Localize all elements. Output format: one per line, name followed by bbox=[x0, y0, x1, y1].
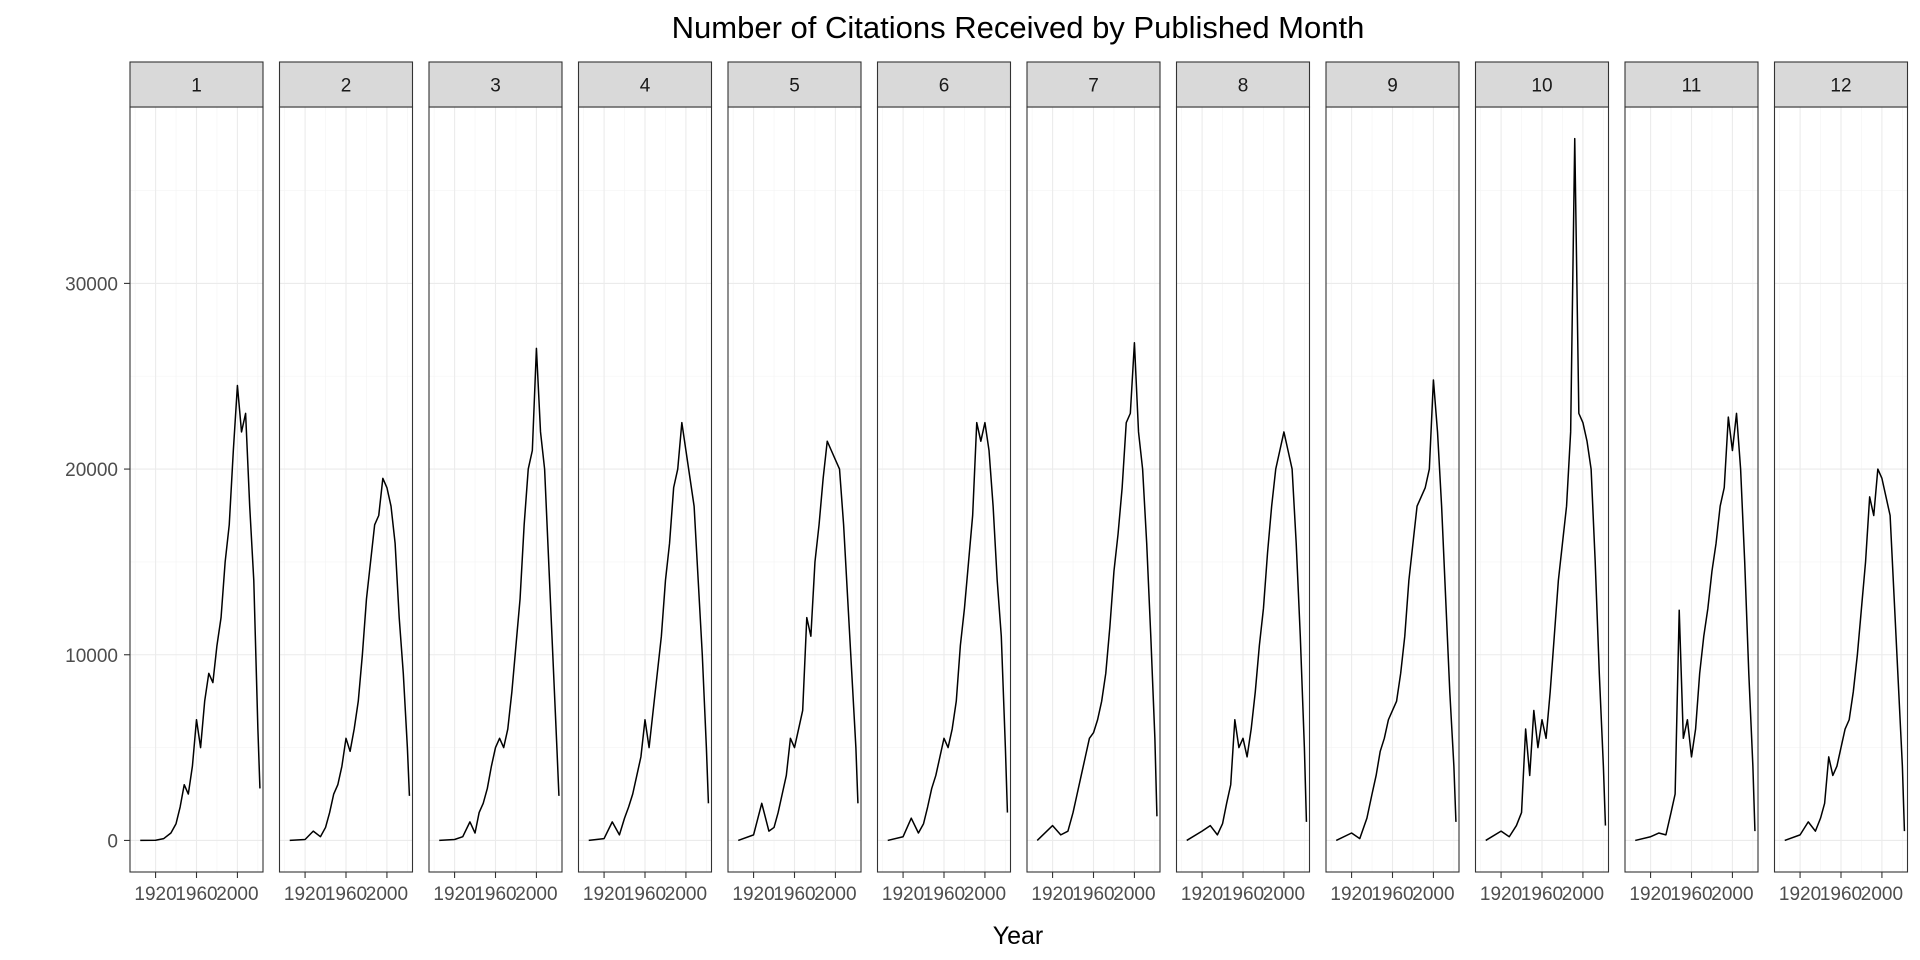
x-tick-label: 1920 bbox=[1031, 884, 1073, 905]
y-tick-label: 10000 bbox=[65, 646, 118, 667]
x-tick-label: 2000 bbox=[1113, 884, 1155, 905]
facet-strip-label: 12 bbox=[1830, 76, 1851, 97]
x-tick-label: 2000 bbox=[1562, 884, 1604, 905]
x-tick-label: 2000 bbox=[1711, 884, 1753, 905]
series-line-4 bbox=[588, 421, 710, 842]
x-tick-label: 1920 bbox=[134, 884, 176, 905]
x-axis-title: Year bbox=[993, 922, 1044, 950]
facet-strip bbox=[1474, 61, 1610, 108]
facet-strip-label: 11 bbox=[1682, 76, 1702, 97]
facet-strip-label: 1 bbox=[191, 76, 202, 97]
facet-strip-label: 3 bbox=[490, 76, 501, 97]
x-tick-label: 1920 bbox=[1480, 884, 1522, 905]
x-tick-label: 1960 bbox=[1820, 884, 1862, 905]
chart-title: Number of Citations Received by Publishe… bbox=[672, 10, 1365, 45]
y-tick-label: 30000 bbox=[65, 274, 118, 295]
x-tick-label: 1920 bbox=[732, 884, 774, 905]
facet-strip bbox=[278, 61, 414, 108]
x-tick-label: 1960 bbox=[1072, 884, 1114, 905]
facet-strip bbox=[428, 61, 563, 108]
series-line-8 bbox=[1186, 431, 1308, 842]
x-tick-label: 1920 bbox=[882, 884, 924, 905]
facet-strip-label: 9 bbox=[1387, 76, 1398, 97]
series-line-12 bbox=[1784, 468, 1906, 842]
x-tick-label: 1920 bbox=[284, 884, 326, 905]
x-tick-label: 2000 bbox=[1412, 884, 1454, 905]
x-tick-label: 1960 bbox=[1222, 884, 1264, 905]
facet-strip bbox=[1026, 61, 1161, 108]
x-tick-label: 1920 bbox=[1779, 884, 1821, 905]
x-tick-label: 2000 bbox=[964, 884, 1006, 905]
x-tick-label: 2000 bbox=[814, 884, 856, 905]
facet-strip-label: 10 bbox=[1531, 76, 1552, 97]
facet-strip bbox=[1773, 61, 1909, 108]
x-tick-label: 1960 bbox=[1521, 884, 1563, 905]
x-tick-label: 1960 bbox=[474, 884, 516, 905]
series-line-11 bbox=[1635, 412, 1756, 842]
x-tick-label: 2000 bbox=[665, 884, 707, 905]
facet-strip-label: 5 bbox=[789, 76, 800, 97]
x-tick-label: 2000 bbox=[366, 884, 408, 905]
y-tick-label: 0 bbox=[107, 831, 118, 852]
x-tick-label: 2000 bbox=[216, 884, 258, 905]
series-line-6 bbox=[887, 421, 1009, 842]
facet-strip bbox=[577, 61, 713, 108]
facet-strip bbox=[876, 61, 1012, 108]
y-axis: 0 10000 20000 30000 bbox=[65, 274, 130, 852]
facet-strip bbox=[129, 61, 264, 108]
series-line-5 bbox=[737, 440, 859, 842]
facet-strip bbox=[727, 61, 862, 108]
series-line-9 bbox=[1335, 379, 1457, 842]
series-line-3 bbox=[439, 347, 560, 842]
x-tick-label: 1920 bbox=[433, 884, 475, 905]
x-tick-label: 1960 bbox=[624, 884, 666, 905]
x-tick-label: 1960 bbox=[1371, 884, 1413, 905]
facet-strip bbox=[1325, 61, 1460, 108]
y-tick-label: 20000 bbox=[65, 460, 118, 481]
facet-strip-label: 2 bbox=[341, 76, 352, 97]
x-tick-label: 2000 bbox=[515, 884, 557, 905]
facet-strip-label: 6 bbox=[939, 76, 950, 97]
facet-strip-label: 7 bbox=[1088, 76, 1099, 97]
facet-strip bbox=[1624, 61, 1759, 108]
series-line-1 bbox=[140, 384, 261, 842]
series-line-2 bbox=[289, 477, 411, 842]
x-tick-label: 2000 bbox=[1861, 884, 1903, 905]
x-tick-label: 1920 bbox=[1629, 884, 1671, 905]
x-tick-label: 1960 bbox=[773, 884, 815, 905]
x-tick-label: 1920 bbox=[1181, 884, 1223, 905]
x-tick-label: 1960 bbox=[923, 884, 965, 905]
x-tick-label: 1920 bbox=[1330, 884, 1372, 905]
facet-strip bbox=[1175, 61, 1311, 108]
x-tick-label: 2000 bbox=[1263, 884, 1305, 905]
facet-strip-label: 8 bbox=[1238, 76, 1249, 97]
x-tick-label: 1960 bbox=[175, 884, 217, 905]
x-tick-label: 1960 bbox=[1670, 884, 1712, 905]
x-tick-label: 1920 bbox=[583, 884, 625, 905]
series-line-10 bbox=[1485, 137, 1607, 842]
x-tick-label: 1960 bbox=[325, 884, 367, 905]
facet-strip-label: 4 bbox=[640, 76, 651, 97]
facet-panels: 1192019602000219201960200031920196020004… bbox=[129, 61, 1909, 905]
series-line-7 bbox=[1036, 342, 1158, 841]
